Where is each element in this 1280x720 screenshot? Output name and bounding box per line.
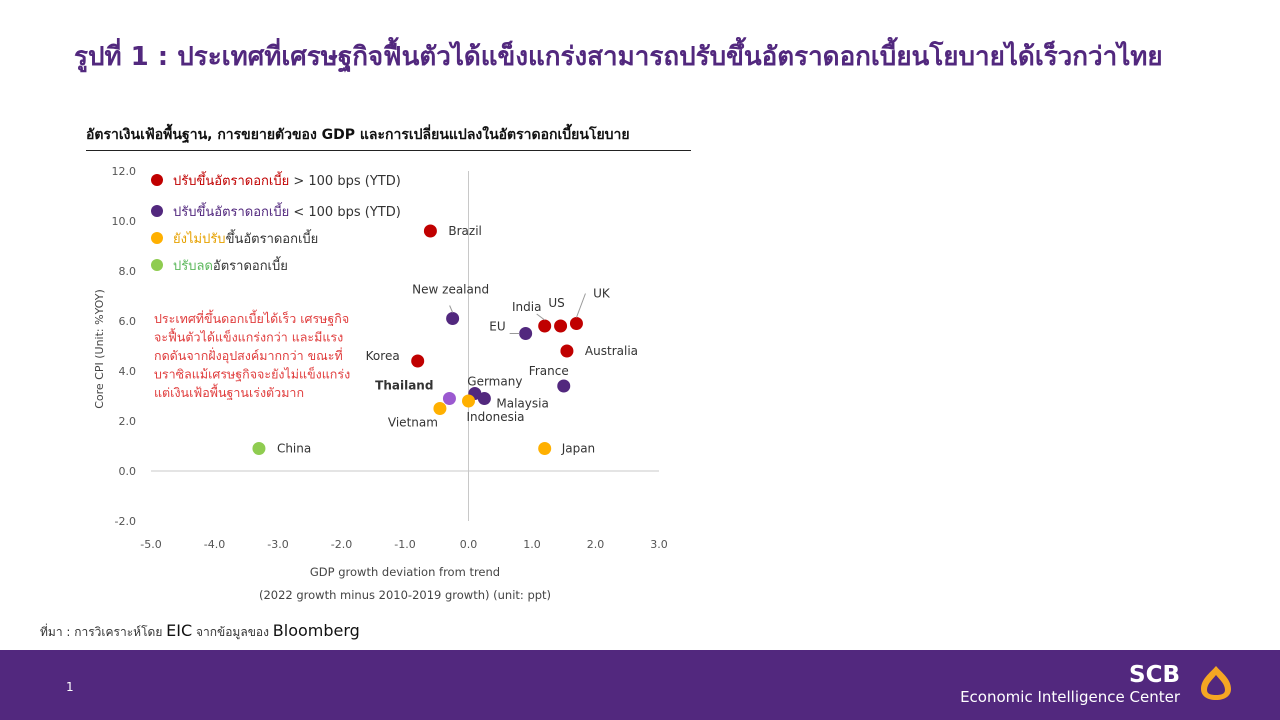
- annotation-line: แต่เงินเฟ้อพื้นฐานเร่งตัวมาก: [154, 383, 304, 400]
- brand-name: SCB: [1129, 662, 1180, 688]
- point-label: China: [277, 442, 311, 456]
- legend-label-part: ขึ้นอัตราดอกเบี้ย: [226, 229, 319, 247]
- annotation-line: กดดันจากฝั่งอุปสงค์มากกว่า ขณะที่: [154, 347, 343, 364]
- y-tick-label: 6.0: [119, 315, 137, 328]
- data-point: [252, 442, 266, 455]
- source-bloomberg: Bloomberg: [272, 621, 360, 640]
- y-tick-label: 12.0: [112, 165, 137, 178]
- data-point: [442, 392, 456, 405]
- data-point: [462, 394, 475, 408]
- data-point: [519, 327, 533, 340]
- y-axis-label: Core CPI (Unit: %YOY): [93, 289, 106, 409]
- chart-title: อัตราเงินเฟ้อพื้นฐาน, การขยายตัวของ GDP …: [86, 124, 691, 151]
- point-label: Thailand: [375, 379, 433, 393]
- y-tick-label: 2.0: [119, 415, 137, 428]
- point-label: Australia: [585, 344, 638, 358]
- footer-bar: 1 SCB Economic Intelligence Center: [0, 650, 1280, 720]
- legend-label: ปรับขึ้นอัตราดอกเบี้ย < 100 bps (YTD): [173, 202, 401, 220]
- brand-block: SCB Economic Intelligence Center: [960, 662, 1180, 706]
- page-number: 1: [66, 680, 74, 694]
- legend-label-part: ยังไม่ปรับ: [173, 231, 226, 247]
- leader-line: [575, 293, 586, 318]
- data-point: [538, 319, 552, 333]
- scb-logo-icon: [1201, 666, 1231, 700]
- point-label: France: [529, 364, 569, 378]
- point-label: Vietnam: [388, 416, 438, 430]
- source-prefix: ที่มา : การวิเคราะห์โดย: [40, 625, 167, 639]
- legend-label-part: ปรับลด: [173, 259, 213, 274]
- y-tick-label: -2.0: [115, 515, 136, 528]
- slide-title: รูปที่ 1 : ประเทศที่เศรษฐกิจฟื้นตัวได้แข…: [74, 42, 1163, 72]
- legend-marker: [151, 259, 163, 271]
- x-tick-label: -4.0: [204, 538, 225, 551]
- point-label: US: [548, 296, 564, 310]
- legend-label-part: < 100 bps (YTD): [289, 205, 401, 220]
- point-label: Indonesia: [467, 410, 525, 424]
- point-label: Korea: [366, 349, 400, 363]
- data-point: [560, 344, 574, 358]
- x-tick-label: -1.0: [394, 538, 415, 551]
- point-label: EU: [489, 320, 505, 334]
- legend-marker: [151, 174, 163, 186]
- y-tick-label: 0.0: [119, 465, 137, 478]
- point-label: Malaysia: [496, 397, 548, 411]
- x-tick-label: -2.0: [331, 538, 352, 551]
- data-point: [569, 317, 583, 330]
- y-tick-label: 4.0: [119, 365, 137, 378]
- x-axis-sublabel: (2022 growth minus 2010-2019 growth) (un…: [259, 588, 551, 602]
- y-tick-label: 10.0: [112, 215, 137, 228]
- data-point: [477, 392, 491, 405]
- legend-label: ปรับลดอัตราดอกเบี้ย: [173, 256, 288, 274]
- data-point: [423, 224, 437, 238]
- data-point: [554, 319, 568, 333]
- point-label: India: [512, 300, 541, 314]
- y-tick-label: 8.0: [119, 265, 137, 278]
- data-point: [557, 379, 571, 393]
- x-tick-label: -3.0: [267, 538, 288, 551]
- legend-label: ปรับขึ้นอัตราดอกเบี้ย > 100 bps (YTD): [173, 171, 401, 189]
- source-middle: จากข้อมูลของ: [192, 625, 273, 639]
- source-eic: EIC: [166, 621, 193, 640]
- point-label: Brazil: [448, 224, 482, 238]
- x-tick-label: -5.0: [140, 538, 161, 551]
- legend-label-part: ปรับขึ้นอัตราดอกเบี้ย: [173, 171, 289, 189]
- point-label: Germany: [467, 375, 522, 389]
- legend-label-part: > 100 bps (YTD): [289, 174, 401, 189]
- x-tick-label: 2.0: [587, 538, 605, 551]
- legend-label-part: อัตราดอกเบี้ย: [213, 256, 288, 274]
- legend-label: ยังไม่ปรับขึ้นอัตราดอกเบี้ย: [173, 229, 318, 247]
- annotation-line: ประเทศที่ขึ้นดอกเบี้ยได้เร็ว เศรษฐกิจ: [154, 309, 349, 326]
- data-point: [446, 312, 460, 325]
- data-point: [433, 402, 447, 415]
- point-label: New zealand: [412, 283, 489, 297]
- x-axis-label: GDP growth deviation from trend: [310, 565, 500, 579]
- annotation-line: บราซิลแม้เศรษฐกิจจะยังไม่แข็งแกร่ง: [154, 367, 350, 382]
- point-label: Japan: [561, 442, 595, 456]
- data-point: [538, 442, 552, 455]
- legend-marker: [151, 232, 163, 244]
- brand-subtitle: Economic Intelligence Center: [960, 688, 1180, 706]
- source-note: ที่มา : การวิเคราะห์โดย EIC จากข้อมูลของ…: [40, 621, 360, 642]
- leader-line: [536, 313, 546, 321]
- x-tick-label: 3.0: [650, 538, 668, 551]
- point-label: UK: [593, 287, 611, 301]
- x-tick-label: 1.0: [523, 538, 541, 551]
- leader-line: [449, 305, 454, 313]
- legend-label-part: ปรับขึ้นอัตราดอกเบี้ย: [173, 202, 289, 220]
- scatter-chart: -5.0 -4.0 -3.0 -2.0 -1.0 0.0 1.0 2.0 3.0 12.0 10.0…: [93, 165, 668, 602]
- legend-marker: [151, 205, 163, 217]
- annotation-line: จะฟื้นตัวได้แข็งแกร่งกว่า และมีแรง: [154, 328, 343, 345]
- x-tick-label: 0.0: [460, 538, 478, 551]
- data-point: [411, 354, 425, 368]
